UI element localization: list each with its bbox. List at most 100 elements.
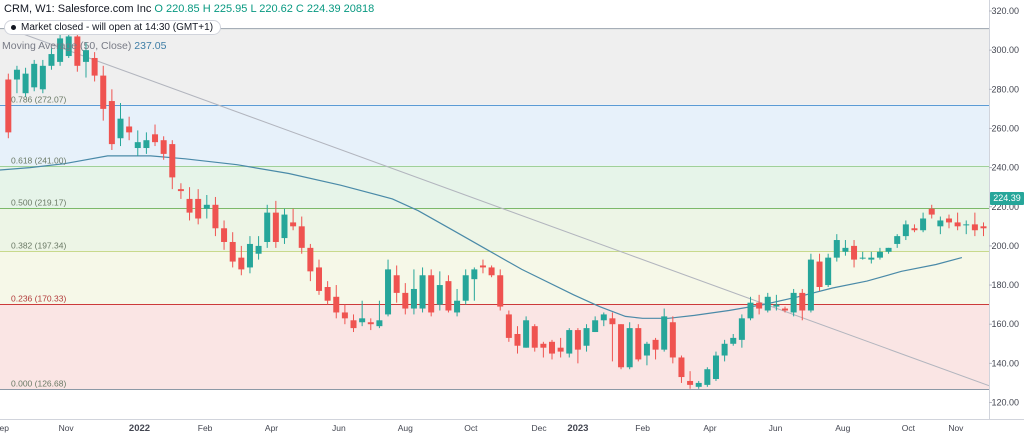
candle-body [885, 247, 892, 252]
candle [851, 240, 858, 268]
candle-body [609, 318, 616, 325]
candle [635, 324, 642, 362]
candle [100, 65, 107, 121]
candle-body [704, 369, 711, 385]
time-tick-label: Oct [464, 423, 478, 433]
candle-body [600, 314, 607, 321]
volume-value: 20818 [343, 3, 375, 15]
time-tick-label: Aug [835, 423, 850, 433]
candle-body [540, 343, 547, 348]
candle-body [436, 285, 443, 305]
candle [436, 271, 443, 311]
candle [290, 208, 297, 231]
time-tick-label: Feb [635, 423, 650, 433]
candle-body [410, 288, 417, 309]
time-axis[interactable]: Sep Nov 2022 Feb Apr Jun Aug Oct Dec 2023 Feb Apr Ju… [0, 419, 1024, 434]
candle [134, 130, 141, 156]
time-tick-label: Apr [265, 423, 278, 433]
candle [523, 316, 530, 348]
candle-body [350, 320, 357, 329]
candle [557, 337, 564, 358]
candle [825, 253, 832, 288]
candle-body [799, 292, 806, 311]
candle-body [169, 144, 176, 178]
candle-body [738, 318, 745, 340]
candle [687, 371, 694, 389]
candle [117, 103, 124, 147]
candle-body [497, 275, 504, 307]
price-tick-label: 240.00 [991, 163, 1019, 173]
diagonal-trendline[interactable] [8, 28, 993, 388]
candle-body [255, 245, 262, 254]
candle-body [126, 126, 133, 133]
candle-body [523, 320, 530, 348]
candle-body [341, 312, 348, 319]
candle [341, 304, 348, 325]
candle-body [402, 292, 409, 309]
candle [592, 316, 599, 333]
candle [393, 265, 400, 303]
candle-body [876, 251, 883, 258]
candle-body [488, 267, 495, 276]
candle [281, 208, 288, 244]
candle [876, 247, 883, 260]
candle-body [143, 140, 150, 149]
candle-body [669, 322, 676, 358]
candle [807, 253, 814, 313]
candle [108, 89, 115, 150]
time-tick-label: Nov [948, 423, 964, 433]
candle [721, 339, 728, 362]
candle [203, 195, 210, 219]
candle-body [851, 245, 858, 260]
time-tick-label: Jun [769, 423, 783, 433]
time-tick-label: Jun [332, 423, 346, 433]
candle-body [773, 304, 780, 307]
candle-body [721, 343, 728, 356]
candle-body [842, 247, 849, 252]
candle [954, 212, 961, 231]
price-tick-label: 280.00 [991, 84, 1019, 94]
candle [609, 312, 616, 362]
candle [626, 322, 633, 370]
candle-body [859, 257, 866, 259]
candle-body [531, 326, 538, 348]
candle [652, 337, 659, 360]
candle [195, 189, 202, 225]
price-axis[interactable]: 120.00 140.00 160.00 180.00 200.00 220.00 240.… [989, 0, 1024, 434]
candle [945, 214, 952, 229]
candle-body [152, 134, 159, 143]
candle-body [385, 269, 392, 315]
candle-body [264, 212, 271, 242]
candle-body [186, 198, 193, 213]
candle-body [825, 257, 832, 286]
trendline[interactable] [8, 28, 993, 388]
price-tick-label: 140.00 [991, 358, 1019, 368]
candle-body [462, 275, 469, 301]
candle-body [902, 224, 909, 237]
candle [549, 339, 556, 360]
candle [799, 288, 806, 321]
fib-zone [0, 165, 989, 209]
indicator-legend[interactable]: Moving Average (50, Close) 237.05 [2, 40, 166, 52]
candle-body [108, 101, 115, 145]
candle [229, 232, 236, 268]
candle [48, 48, 55, 70]
candle [600, 312, 607, 327]
candle-body [712, 355, 719, 380]
fib-level-label: 0.382 (197.34) [11, 241, 66, 251]
candle [143, 132, 150, 154]
market-status-badge[interactable]: Market closed - will open at 14:30 (GMT+… [4, 20, 222, 35]
candle-body [134, 142, 141, 149]
candle-body [479, 265, 486, 268]
candle [445, 275, 452, 313]
candle-body [203, 204, 210, 209]
candle-body [963, 224, 970, 226]
symbol-label: CRM, W1: Salesforce.com Inc [4, 3, 152, 15]
candle [454, 288, 461, 317]
price-tick-label: 160.00 [991, 319, 1019, 329]
fib-zone [0, 303, 989, 390]
time-axis-bg [0, 419, 1024, 434]
fib-level-label: 0.618 (241.00) [11, 156, 66, 166]
candle [704, 367, 711, 387]
